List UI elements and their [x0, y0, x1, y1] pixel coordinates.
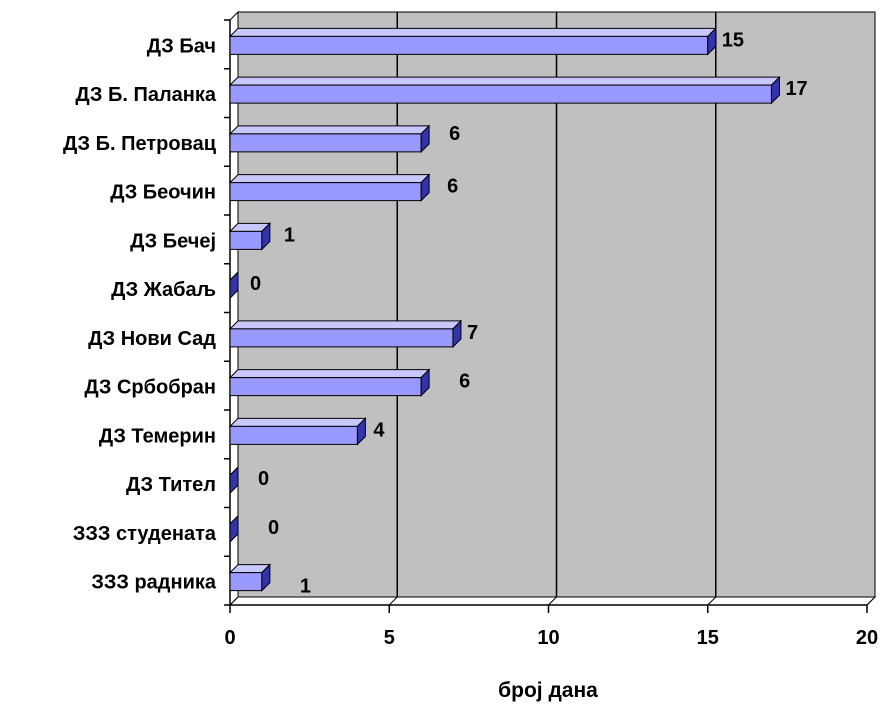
bar — [229, 182, 422, 202]
category-label: ДЗ Беочин — [110, 182, 216, 204]
data-label: 0 — [250, 273, 261, 295]
bar-side — [229, 514, 239, 544]
data-label: 1 — [284, 224, 295, 246]
data-label: 4 — [373, 419, 385, 441]
x-tick-label: 20 — [856, 627, 878, 649]
bar-side — [261, 222, 271, 251]
bar-top — [228, 417, 367, 427]
bar — [229, 133, 422, 153]
x-tick-label: 10 — [537, 627, 559, 649]
floor-gridline — [229, 596, 239, 606]
data-label: 0 — [268, 517, 279, 539]
bar-side — [261, 563, 271, 592]
category-label: ДЗ Жабаљ — [111, 279, 216, 301]
data-label: 17 — [785, 78, 807, 100]
bar-top — [228, 125, 431, 135]
bar-side — [452, 319, 462, 349]
category-label: ДЗ Темерин — [99, 425, 216, 447]
floor-gridline — [866, 596, 876, 606]
bar-top — [228, 76, 781, 86]
bar-top — [228, 320, 463, 330]
data-label: 0 — [258, 468, 269, 490]
category-label: ДЗ Тител — [126, 474, 216, 496]
bar-side — [420, 368, 430, 397]
plot-area — [224, 10, 877, 613]
bar-side — [229, 465, 239, 495]
category-label: ЗЗЗ студената — [73, 523, 217, 545]
data-label: 6 — [449, 123, 460, 145]
data-label: 6 — [447, 176, 458, 198]
bar-side — [420, 124, 430, 154]
floor-gridline — [707, 596, 717, 606]
category-label: ДЗ Б. Паланка — [75, 84, 216, 106]
bar-top — [228, 174, 431, 184]
bar — [229, 377, 422, 397]
category-label: ДЗ Србобран — [84, 377, 216, 399]
bar-top — [228, 27, 717, 37]
bar — [229, 425, 358, 445]
bar-side — [770, 75, 780, 105]
category-label: ДЗ Нови Сад — [88, 328, 216, 350]
category-label: ДЗ Бач — [147, 35, 216, 57]
data-label: 1 — [300, 576, 311, 598]
bar-side — [229, 270, 239, 300]
category-label: ДЗ Б. Петровац — [63, 133, 217, 155]
floor-gridline — [388, 596, 398, 606]
data-label: 6 — [459, 371, 470, 393]
x-tick-label: 0 — [224, 627, 235, 649]
x-axis-title: број дана — [498, 679, 598, 702]
bar — [229, 328, 454, 348]
data-label: 15 — [722, 29, 744, 51]
bar — [229, 84, 772, 104]
data-label: 7 — [467, 322, 478, 344]
bar-side — [707, 27, 717, 56]
floor-gridline — [548, 596, 557, 606]
category-label: ЗЗЗ радника — [91, 572, 217, 594]
bar-side — [420, 173, 430, 202]
bar-side — [356, 417, 366, 446]
bar-top — [228, 369, 431, 379]
bar — [229, 230, 263, 250]
x-tick-label: 15 — [697, 627, 719, 649]
bar — [229, 35, 709, 55]
category-label: ДЗ Бечеј — [130, 230, 216, 252]
x-tick-label: 5 — [384, 627, 395, 649]
bar — [229, 572, 263, 592]
bars — [228, 27, 781, 592]
